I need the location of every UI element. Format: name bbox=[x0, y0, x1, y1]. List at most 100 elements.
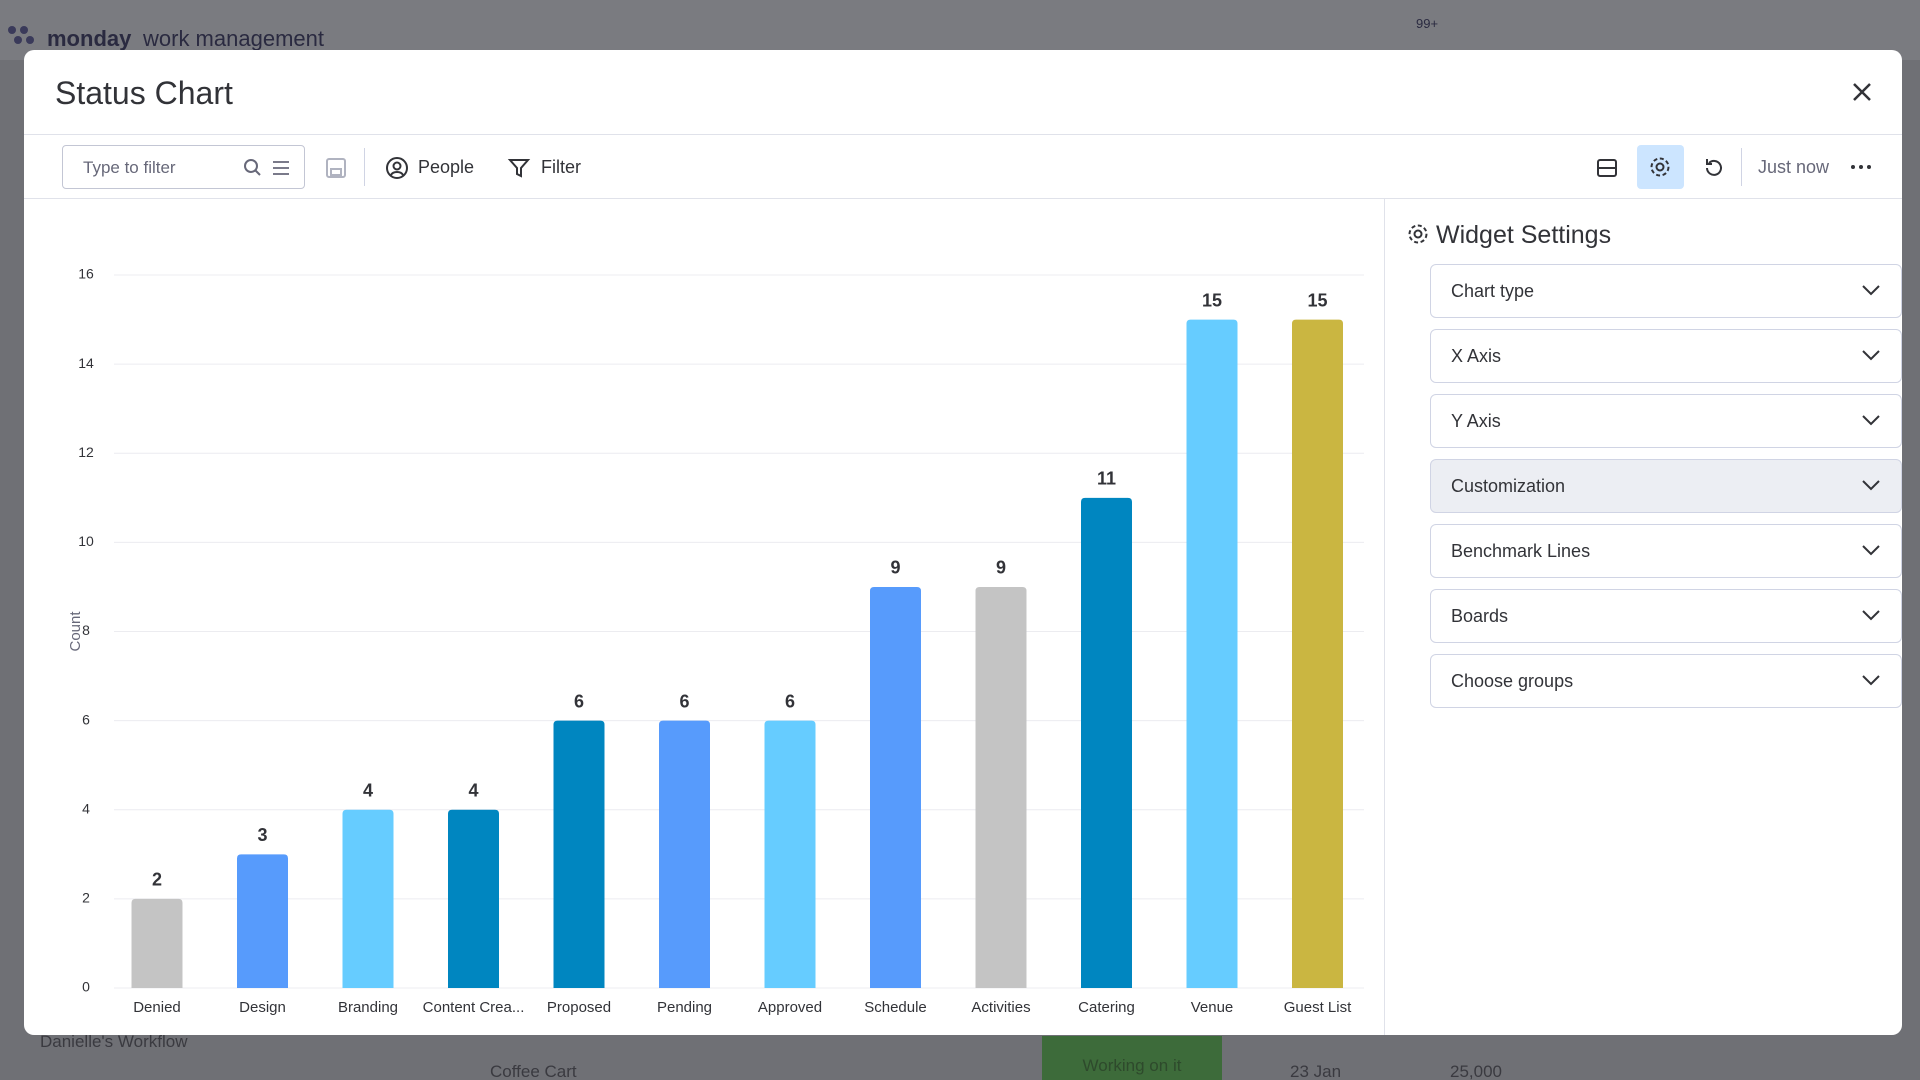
x-tick-label: Proposed bbox=[547, 999, 611, 1016]
settings-row-label: Y Axis bbox=[1451, 410, 1501, 431]
x-tick-label: Branding bbox=[338, 999, 398, 1016]
settings-row[interactable]: Benchmark Lines bbox=[1430, 524, 1902, 578]
bar bbox=[659, 720, 710, 988]
y-tick-label: 12 bbox=[78, 444, 94, 460]
y-tick-label: 6 bbox=[82, 711, 90, 727]
people-icon bbox=[386, 157, 408, 179]
layout-icon[interactable] bbox=[1595, 156, 1619, 180]
modal-title: Status Chart bbox=[55, 75, 233, 111]
y-axis-label: Count bbox=[67, 611, 84, 652]
modal: Status Chart Type to filter People Filte… bbox=[24, 50, 1902, 1035]
updated-time: Just now bbox=[1758, 157, 1830, 177]
close-button[interactable] bbox=[1850, 80, 1874, 104]
more-button[interactable] bbox=[1849, 162, 1873, 172]
gear-icon bbox=[1650, 157, 1670, 177]
filter-button[interactable]: Filter bbox=[541, 157, 581, 177]
x-tick-label: Approved bbox=[758, 999, 822, 1016]
separator bbox=[364, 148, 365, 186]
data-label: 3 bbox=[257, 825, 267, 845]
x-tick-label: Denied bbox=[133, 999, 181, 1016]
x-tick-label: Activities bbox=[971, 999, 1030, 1016]
chevron-path bbox=[1862, 350, 1880, 361]
data-label: 15 bbox=[1202, 290, 1222, 310]
data-label: 9 bbox=[890, 558, 900, 578]
bar bbox=[870, 586, 921, 988]
search-input[interactable]: Type to filter bbox=[62, 145, 305, 189]
chevron bbox=[1862, 350, 1880, 361]
settings-gear bbox=[1408, 224, 1428, 244]
badge: 99+ bbox=[1416, 16, 1439, 31]
chevron-path bbox=[1862, 675, 1880, 686]
chevron bbox=[1862, 480, 1880, 491]
data-label: 9 bbox=[996, 558, 1006, 578]
settings-row[interactable]: Choose groups bbox=[1430, 654, 1902, 708]
filter-icon bbox=[507, 159, 531, 178]
chevron-path bbox=[1862, 480, 1880, 491]
data-label: 2 bbox=[152, 870, 162, 890]
bar bbox=[1292, 319, 1343, 988]
bar bbox=[553, 720, 605, 988]
chart: 0 2 4 6 8 10 12 14 16 Count 2 Denied 3 Design 4 Brandin… bbox=[67, 266, 1364, 1016]
chevron-path bbox=[1862, 610, 1880, 621]
bar bbox=[131, 898, 183, 988]
x-tick-label: Guest List bbox=[1284, 999, 1352, 1016]
bar bbox=[237, 854, 288, 988]
workspace: Danielle's Workflow bbox=[40, 1032, 188, 1051]
logo bbox=[8, 26, 34, 44]
settings-row-label: Customization bbox=[1451, 475, 1566, 496]
settings-row[interactable]: Chart type bbox=[1430, 264, 1902, 318]
chevron bbox=[1862, 415, 1880, 426]
x-tick-label: Catering bbox=[1078, 999, 1135, 1016]
settings-title: Widget Settings bbox=[1436, 221, 1612, 249]
settings-row-label: Chart type bbox=[1451, 280, 1535, 301]
bar bbox=[1186, 319, 1238, 988]
divider bbox=[24, 198, 1902, 199]
y-tick-label: 2 bbox=[82, 890, 90, 906]
item: Coffee Cart bbox=[490, 1062, 577, 1080]
data-label: 15 bbox=[1307, 290, 1327, 310]
bar bbox=[1081, 497, 1132, 988]
settings-row-label: Benchmark Lines bbox=[1451, 540, 1591, 561]
y-tick-label: 16 bbox=[78, 266, 94, 282]
amount: 25,000 bbox=[1450, 1062, 1502, 1080]
brand: monday bbox=[47, 26, 132, 51]
settings-row-label: X Axis bbox=[1451, 345, 1502, 366]
chevron bbox=[1862, 285, 1880, 296]
chevron bbox=[1862, 545, 1880, 556]
chevron-path bbox=[1862, 415, 1880, 426]
data-label: 4 bbox=[363, 781, 373, 801]
chevron bbox=[1862, 610, 1880, 621]
chevron bbox=[1862, 675, 1880, 686]
y-tick-label: 4 bbox=[82, 800, 90, 816]
settings-button[interactable] bbox=[1637, 145, 1684, 189]
data-label: 6 bbox=[679, 691, 689, 711]
x-tick-label: Venue bbox=[1191, 999, 1234, 1016]
bar bbox=[975, 586, 1027, 988]
settings-row-label: Choose groups bbox=[1451, 670, 1574, 691]
y-tick-label: 14 bbox=[78, 355, 94, 371]
settings-row[interactable]: Boards bbox=[1430, 589, 1902, 643]
x-tick-label: Pending bbox=[657, 999, 712, 1016]
chevron-path bbox=[1862, 285, 1880, 296]
divider bbox=[24, 134, 1902, 135]
settings-row[interactable]: Customization bbox=[1430, 459, 1902, 513]
refresh-icon[interactable] bbox=[1702, 156, 1726, 180]
save-icon[interactable] bbox=[324, 156, 348, 180]
bar bbox=[764, 720, 816, 988]
separator bbox=[1741, 148, 1742, 186]
x-tick-label: Schedule bbox=[864, 999, 927, 1016]
x-tick-label: Design bbox=[239, 999, 286, 1016]
y-tick-label: 10 bbox=[78, 533, 94, 549]
settings-row[interactable]: Y Axis bbox=[1430, 394, 1902, 448]
people-button[interactable]: People bbox=[418, 157, 475, 177]
data-label: 4 bbox=[468, 781, 478, 801]
product: work management bbox=[143, 26, 324, 51]
bar bbox=[448, 809, 499, 988]
placeholder: Type to filter bbox=[83, 158, 176, 177]
data-label: 11 bbox=[1097, 469, 1116, 489]
data-label: 6 bbox=[574, 691, 584, 711]
panel-divider bbox=[1384, 199, 1385, 1035]
settings-row[interactable]: X Axis bbox=[1430, 329, 1902, 383]
status: Working on it bbox=[1042, 1036, 1222, 1080]
